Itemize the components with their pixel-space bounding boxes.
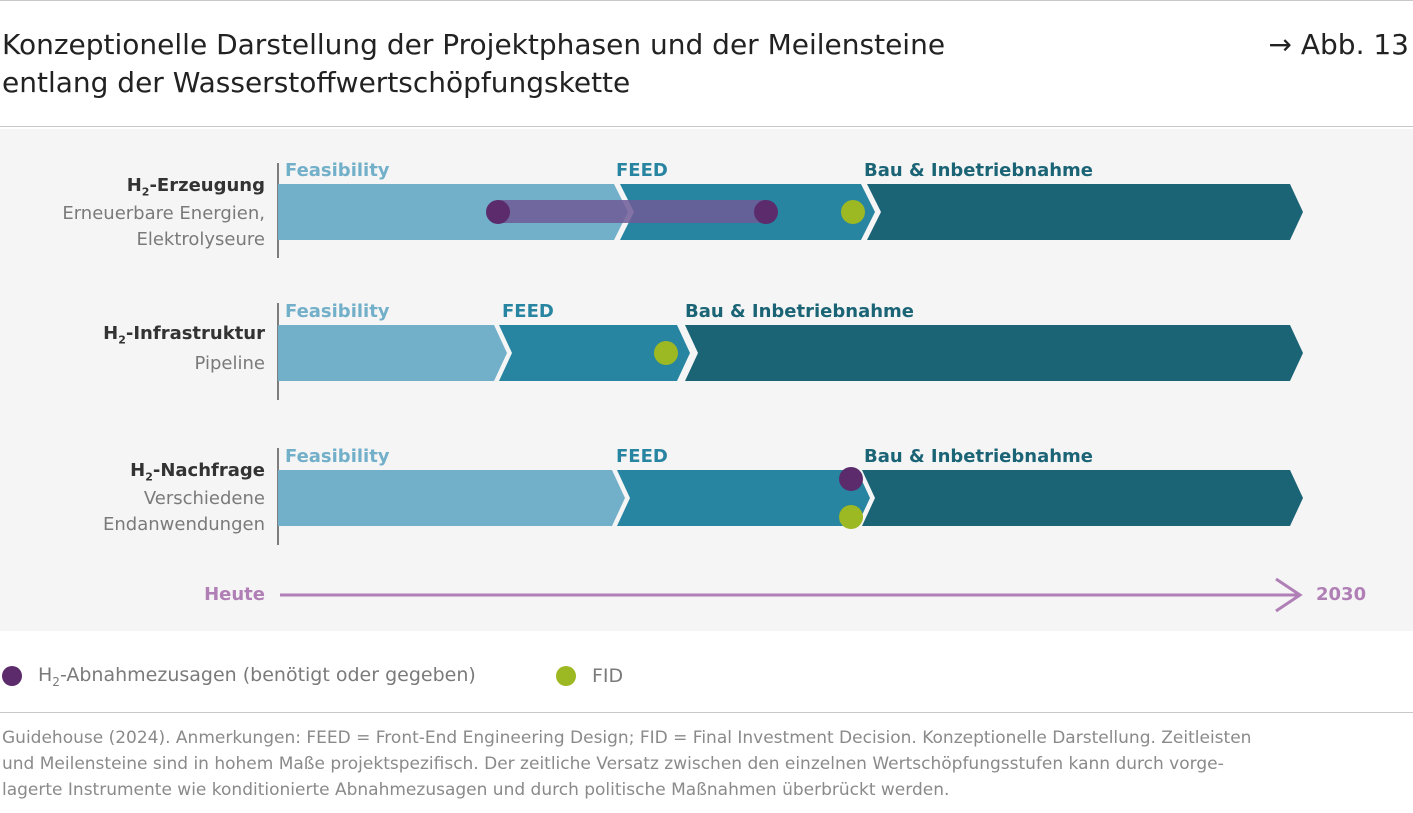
figure-reference: → Abb. 13 (1268, 28, 1410, 61)
title-line-1: Konzeptionelle Darstellung der Projektph… (2, 28, 946, 61)
note-line-2: und Meilensteine sind in hohem Maße proj… (2, 754, 1224, 774)
row1-offtake-end-marker (754, 200, 778, 224)
row2-feasibility-bar (278, 325, 507, 381)
row1-offtake-start-marker (486, 200, 510, 224)
note-divider (0, 712, 1413, 713)
timeline-arrow-head (1275, 577, 1303, 613)
row3-fid-marker (839, 505, 863, 529)
legend-fid: FID (556, 662, 623, 690)
legend-fid-label: FID (592, 665, 624, 687)
source-note: Guidehouse (2024). Anmerkungen: FEED = F… (2, 725, 1407, 803)
legend-offtake: H2-Abnahmezusagen (benötigt oder gegeben… (2, 662, 476, 690)
title-line-2: entlang der Wasserstoffwertschöpfungsket… (2, 66, 631, 99)
row2-heading: H2-Infrastruktur (103, 323, 265, 347)
row3-offtake-marker (839, 467, 863, 491)
phase-diagram (277, 163, 1303, 613)
row3-feasibility-label: Feasibility (285, 446, 390, 467)
row1-feasibility-bar (278, 184, 628, 240)
figure-title: Konzeptionelle Darstellung der Projektph… (2, 26, 1102, 102)
row2-feed-label: FEED (502, 301, 554, 322)
row3-description: Verschiedene Endanwendungen (103, 488, 265, 535)
legend-offtake-dot (2, 666, 22, 686)
row3-feed-label: FEED (616, 446, 668, 467)
row3-feasibility-bar (278, 470, 625, 526)
row1-bau-label: Bau & Inbetriebnahme (864, 160, 1093, 181)
note-line-1: Guidehouse (2024). Anmerkungen: FEED = F… (2, 728, 1252, 748)
row2-bau-label: Bau & Inbetriebnahme (685, 301, 914, 322)
row2-bau-bar (685, 325, 1303, 381)
row2-feasibility-label: Feasibility (285, 301, 390, 322)
note-line-3: lagerte Instrumente wie konditionierte A… (2, 780, 950, 800)
row2-description: Pipeline (194, 353, 265, 374)
row1-description: Erneuerbare Energien, Elektrolyseure (62, 203, 265, 250)
row3-bau-label: Bau & Inbetriebnahme (864, 446, 1093, 467)
timeline-start-label: Heute (204, 584, 265, 605)
row1-feasibility-label: Feasibility (285, 160, 390, 181)
top-rule (0, 0, 1413, 1)
row2-fid-marker (654, 341, 678, 365)
row1-bau-bar (867, 184, 1303, 240)
row1-offtake-range (498, 200, 766, 223)
row2-feed-bar (499, 325, 690, 381)
title-divider (0, 126, 1413, 127)
legend-fid-dot (556, 666, 576, 686)
row3-heading: H2-Nachfrage (130, 460, 265, 484)
row3-bau-bar (862, 470, 1303, 526)
row1-feed-label: FEED (616, 160, 668, 181)
row3-feed-bar (617, 470, 870, 526)
row1-fid-marker (841, 200, 865, 224)
timeline-end-label: 2030 (1316, 584, 1367, 605)
row1-heading: H2-Erzeugung (126, 175, 265, 199)
legend-offtake-label: H2-Abnahmezusagen (benötigt oder gegeben… (38, 663, 476, 689)
